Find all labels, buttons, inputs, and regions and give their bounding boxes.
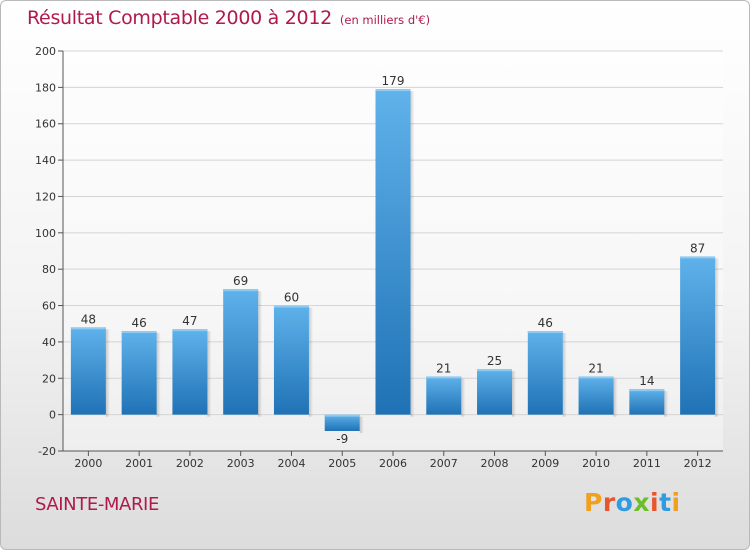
- bar-shadow: [359, 416, 364, 433]
- bar-2009: [527, 331, 563, 415]
- bar-2005: [324, 414, 360, 431]
- bar-highlight: [324, 414, 360, 417]
- bar-shadow: [207, 331, 212, 417]
- bar-highlight: [223, 289, 259, 292]
- x-tick-label: 2002: [176, 457, 204, 470]
- bar-shadow: [664, 391, 669, 417]
- y-tick-label: 100: [35, 227, 56, 240]
- data-label: 69: [233, 274, 248, 288]
- y-tick-label: 40: [42, 336, 56, 349]
- y-tick-label: 200: [35, 45, 56, 58]
- title-row: Résultat Comptable 2000 à 2012 (en millie…: [27, 7, 430, 29]
- y-tick-label: 140: [35, 154, 56, 167]
- x-tick-label: 2004: [277, 457, 305, 470]
- bar-highlight: [70, 327, 106, 330]
- x-tick-label: 2000: [74, 457, 102, 470]
- x-tick-label: 2010: [582, 457, 610, 470]
- logo-letter: r: [602, 488, 616, 517]
- bar-highlight: [172, 329, 208, 332]
- bar-highlight: [121, 331, 157, 333]
- logo-letter: t: [659, 488, 672, 517]
- y-tick-label: 180: [35, 81, 56, 94]
- bar-highlight: [375, 89, 411, 92]
- x-tick-label: 2003: [227, 457, 255, 470]
- y-tick-label: 0: [49, 409, 56, 422]
- bar-2008: [477, 369, 513, 415]
- y-tick-label: 120: [35, 190, 56, 203]
- bar-highlight: [680, 256, 716, 259]
- data-label: 46: [538, 316, 553, 330]
- bar-shadow: [258, 291, 263, 417]
- bar-shadow: [461, 378, 466, 417]
- bar-2007: [426, 376, 462, 415]
- bar-shadow: [308, 307, 313, 417]
- proxiti-logo: Proxiti: [584, 488, 681, 517]
- bar-shadow: [512, 371, 517, 417]
- x-tick-label: 2011: [633, 457, 661, 470]
- data-label: 48: [81, 312, 96, 326]
- data-label: 21: [588, 361, 603, 375]
- y-tick-label: 20: [42, 372, 56, 385]
- logo-letter: x: [633, 488, 650, 517]
- bar-2011: [629, 389, 665, 415]
- y-tick-label: 160: [35, 118, 56, 131]
- data-label: -9: [336, 432, 348, 446]
- bar-2006: [375, 89, 411, 415]
- data-label: 60: [284, 291, 299, 305]
- bar-highlight: [578, 376, 614, 379]
- bar-highlight: [477, 369, 513, 372]
- x-tick-label: 2001: [125, 457, 153, 470]
- logo-letter: i: [650, 488, 660, 517]
- logo-letter: o: [615, 488, 634, 517]
- data-label: 21: [436, 361, 451, 375]
- bar-highlight: [426, 376, 462, 379]
- bar-2003: [223, 289, 259, 415]
- data-label: 46: [132, 316, 147, 330]
- logo-letter: i: [671, 488, 681, 517]
- bar-2000: [70, 327, 106, 415]
- bar-shadow: [613, 378, 618, 417]
- bar-highlight: [273, 305, 309, 308]
- bar-2001: [121, 331, 157, 415]
- bar-shadow: [105, 329, 110, 417]
- city-name: SAINTE-MARIE: [35, 494, 159, 515]
- bar-highlight: [527, 331, 563, 333]
- data-label: 179: [382, 74, 405, 88]
- bar-highlight: [629, 389, 665, 392]
- chart-title: Résultat Comptable 2000 à 2012: [27, 7, 332, 29]
- x-tick-label: 2008: [481, 457, 509, 470]
- data-label: 25: [487, 354, 502, 368]
- chart-subtitle: (en milliers d'€): [339, 13, 431, 27]
- x-tick-label: 2005: [328, 457, 356, 470]
- bar-shadow: [715, 258, 720, 417]
- bar-shadow: [410, 91, 415, 417]
- bar-2002: [172, 329, 208, 415]
- bar-shadow: [156, 333, 161, 417]
- x-tick-label: 2009: [531, 457, 559, 470]
- data-label: 87: [690, 241, 705, 255]
- bar-shadow: [562, 333, 567, 417]
- bar-2010: [578, 376, 614, 415]
- x-tick-label: 2006: [379, 457, 407, 470]
- bar-2012: [680, 256, 716, 415]
- y-tick-label: -20: [38, 445, 56, 458]
- x-tick-label: 2012: [684, 457, 712, 470]
- data-label: 14: [639, 374, 654, 388]
- x-tick-label: 2007: [430, 457, 458, 470]
- data-label: 47: [182, 314, 197, 328]
- y-tick-label: 60: [42, 300, 56, 313]
- y-tick-label: 80: [42, 263, 56, 276]
- logo-letter: P: [584, 488, 603, 517]
- bar-2004: [273, 305, 309, 415]
